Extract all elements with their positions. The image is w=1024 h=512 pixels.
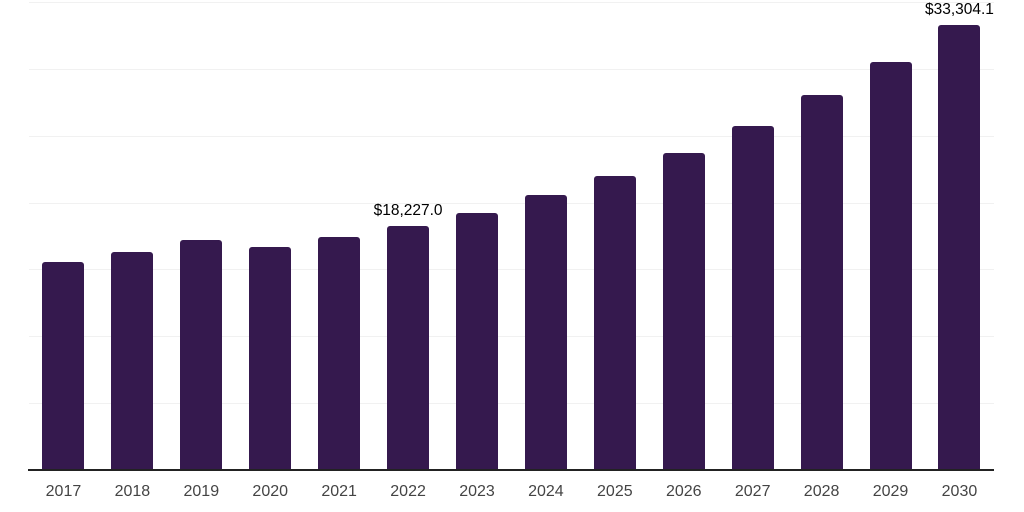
x-tick-label-2022: 2022 — [390, 483, 426, 500]
bar-2021[interactable] — [318, 237, 361, 470]
band-2029 — [856, 0, 925, 470]
band-2018 — [98, 0, 167, 470]
bar-2023[interactable] — [455, 212, 498, 470]
data-label-2022: $18,227.0 — [373, 202, 443, 220]
bars-container: $18,227.0 $33,304.1 — [29, 0, 994, 470]
bar-2030[interactable] — [938, 24, 981, 470]
bar-2020[interactable] — [249, 247, 292, 470]
x-tick-label-2020: 2020 — [252, 483, 289, 500]
gridline-30000 — [29, 68, 994, 70]
bar-2024[interactable] — [524, 194, 567, 470]
gridline-5000 — [29, 403, 994, 405]
data-label-2030: $33,304.1 — [924, 0, 994, 18]
band-2023 — [443, 0, 512, 470]
gridline-15000 — [29, 269, 994, 271]
bar-2018[interactable] — [111, 252, 154, 470]
x-tick-label-2026: 2026 — [665, 483, 702, 500]
x-tick-label-2018: 2018 — [114, 483, 151, 500]
band-2017 — [29, 0, 98, 470]
bar-2017[interactable] — [42, 261, 85, 470]
x-tick-label-2024: 2024 — [528, 483, 564, 500]
plot-area: $18,227.0 $33,304.1 — [29, 0, 994, 470]
x-tick-label-2017: 2017 — [45, 483, 82, 500]
gridline-25000 — [29, 135, 994, 137]
gridline-35000 — [29, 2, 994, 3]
band-2025 — [580, 0, 649, 470]
x-axis-labels: 2017 2018 2019 2020 2021 2022 2023 2024 2025 2026… — [29, 482, 994, 502]
x-tick-label-2023: 2023 — [459, 483, 495, 500]
bar-2028[interactable] — [800, 95, 843, 470]
bar-2029[interactable] — [869, 62, 912, 470]
band-2022: $18,227.0 — [374, 0, 443, 470]
band-2027 — [718, 0, 787, 470]
gridline-10000 — [29, 336, 994, 338]
gridline-20000 — [29, 202, 994, 204]
band-2028 — [787, 0, 856, 470]
band-2024 — [511, 0, 580, 470]
bar-2022[interactable] — [387, 226, 430, 470]
band-2030: $33,304.1 — [925, 0, 994, 470]
x-tick-label-2028: 2028 — [803, 483, 840, 500]
x-tick-label-2019: 2019 — [183, 483, 220, 500]
band-2021 — [305, 0, 374, 470]
bar-2025[interactable] — [593, 176, 636, 470]
bar-2026[interactable] — [662, 152, 705, 470]
band-2020 — [236, 0, 305, 470]
x-tick-label-2025: 2025 — [597, 483, 633, 500]
bar-2019[interactable] — [180, 240, 223, 470]
bar-2027[interactable] — [731, 125, 774, 470]
x-tick-label-2027: 2027 — [734, 483, 771, 500]
band-2026 — [649, 0, 718, 470]
x-tick-label-2029: 2029 — [872, 483, 909, 500]
x-tick-label-2021: 2021 — [321, 483, 357, 500]
x-tick-label-2030: 2030 — [941, 483, 978, 500]
band-2019 — [167, 0, 236, 470]
x-axis-line — [28, 469, 994, 471]
